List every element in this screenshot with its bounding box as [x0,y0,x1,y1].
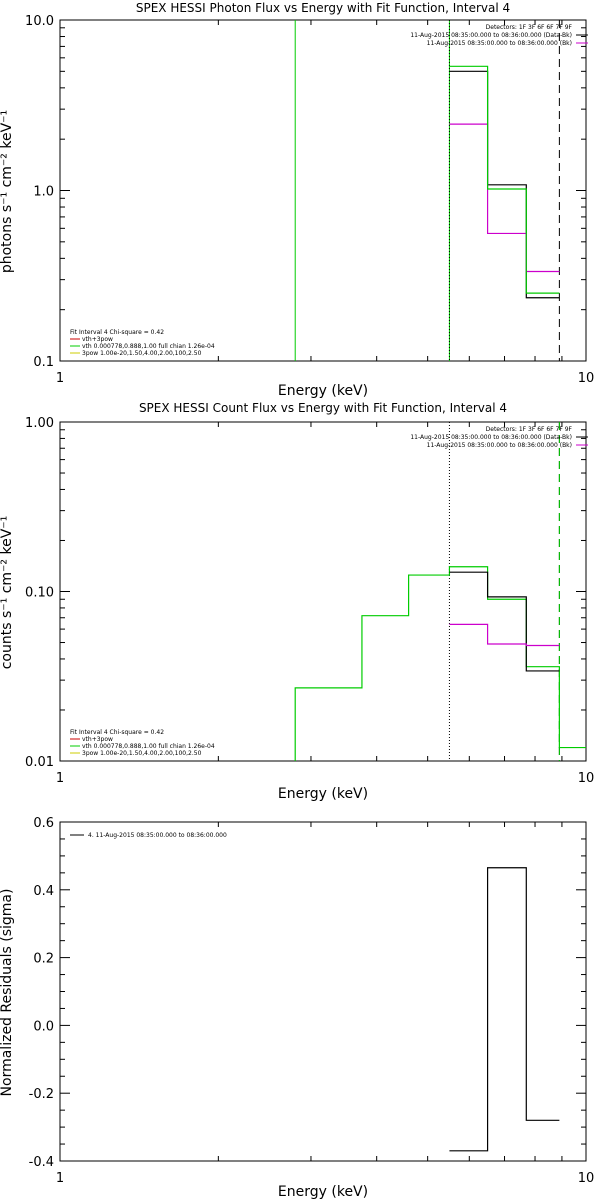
x-tick-label: 10 [578,371,595,386]
legend-entry: 11-Aug-2015 08:35:00.000 to 08:36:00.000… [410,434,572,441]
y-axis-label: counts s⁻¹ cm⁻² keV⁻¹ [0,516,15,670]
y-tick-label: -0.4 [29,1155,54,1170]
legend-entry: Fit Interval 4 Chi-square = 0.42 [70,329,164,336]
histogram-series-1 [449,867,560,1152]
x-tick-label: 10 [578,1171,595,1186]
histogram-series-2 [449,123,560,273]
y-tick-label: 0.01 [25,755,54,770]
y-tick-label: 0.2 [33,952,54,967]
x-tick-label: 1 [56,1171,64,1186]
x-axis-label: Energy (keV) [278,383,368,399]
legend-entry: 3pow 1.00e-20,1.50,4.00,2.00,100,2.50 [82,750,202,757]
histogram-series-1 [294,566,586,761]
x-tick-label: 1 [56,771,64,786]
y-tick-label: 10.0 [25,14,54,29]
y-tick-label: 0.0 [33,1019,54,1034]
legend-entry: Detectors: 1F 3F 6F 6F 7F 9F [486,24,573,31]
x-tick-label: 1 [56,371,64,386]
histogram-series-3 [449,623,560,647]
legend-entry: 4. 11-Aug-2015 08:35:00.000 to 08:36:00.… [88,832,227,839]
histogram-series-1 [449,70,560,299]
y-tick-label: 0.10 [25,586,54,601]
legend-entry: 11-Aug-2015 08:35:00.000 to 08:36:00.000… [427,442,572,449]
y-tick-label: 0.4 [33,884,54,899]
y-axis-label: Normalized Residuals (sigma) [0,889,15,1097]
histogram-series-3 [449,65,560,294]
y-tick-label: 1.00 [25,416,54,431]
legend-entry: 11-Aug-2015 08:35:00.000 to 08:36:00.000… [427,40,572,47]
chart-title: SPEX HESSI Count Flux vs Energy with Fit… [139,401,507,415]
y-axis-label: photons s⁻¹ cm⁻² keV⁻¹ [0,110,15,273]
chart-title: SPEX HESSI Photon Flux vs Energy with Fi… [136,1,510,15]
chart-panel-2: SPEX HESSI Count Flux vs Energy with Fit… [0,401,594,802]
legend-entry: vth+3pow [82,736,113,743]
x-tick-label: 10 [578,771,595,786]
y-tick-label: 0.1 [33,355,54,370]
legend-entry: 3pow 1.00e-20,1.50,4.00,2.00,100,2.50 [82,350,202,357]
legend-entry: vth 0.000778,0.888,1.00 full chian 1.26e… [82,743,215,750]
legend-entry: vth+3pow [82,336,113,343]
y-tick-label: 1.0 [33,185,54,200]
y-tick-label: 0.6 [33,816,54,831]
y-tick-label: -0.2 [29,1087,54,1102]
legend-entry: vth 0.000778,0.888,1.00 full chian 1.26e… [82,343,215,350]
x-axis-label: Energy (keV) [278,786,368,802]
plot-frame [59,19,587,362]
x-axis-label: Energy (keV) [278,1184,368,1200]
legend-entry: Detectors: 1F 3F 6F 6F 7F 9F [486,426,573,433]
plot-frame [59,421,587,762]
chart-panel-3: 1 10 -0.4 -0.2 0.0 0.2 0.4 0.6 Energy (keV) Norma… [0,816,594,1200]
chart-panel-1: SPEX HESSI Photon Flux vs Energy with Fi… [0,1,594,399]
plot-frame [59,821,587,1162]
histogram-series-2 [449,571,560,672]
legend-entry: Fit Interval 4 Chi-square = 0.42 [70,729,164,736]
legend-entry: 11-Aug-2015 08:35:00.000 to 08:36:00.000… [410,32,572,39]
